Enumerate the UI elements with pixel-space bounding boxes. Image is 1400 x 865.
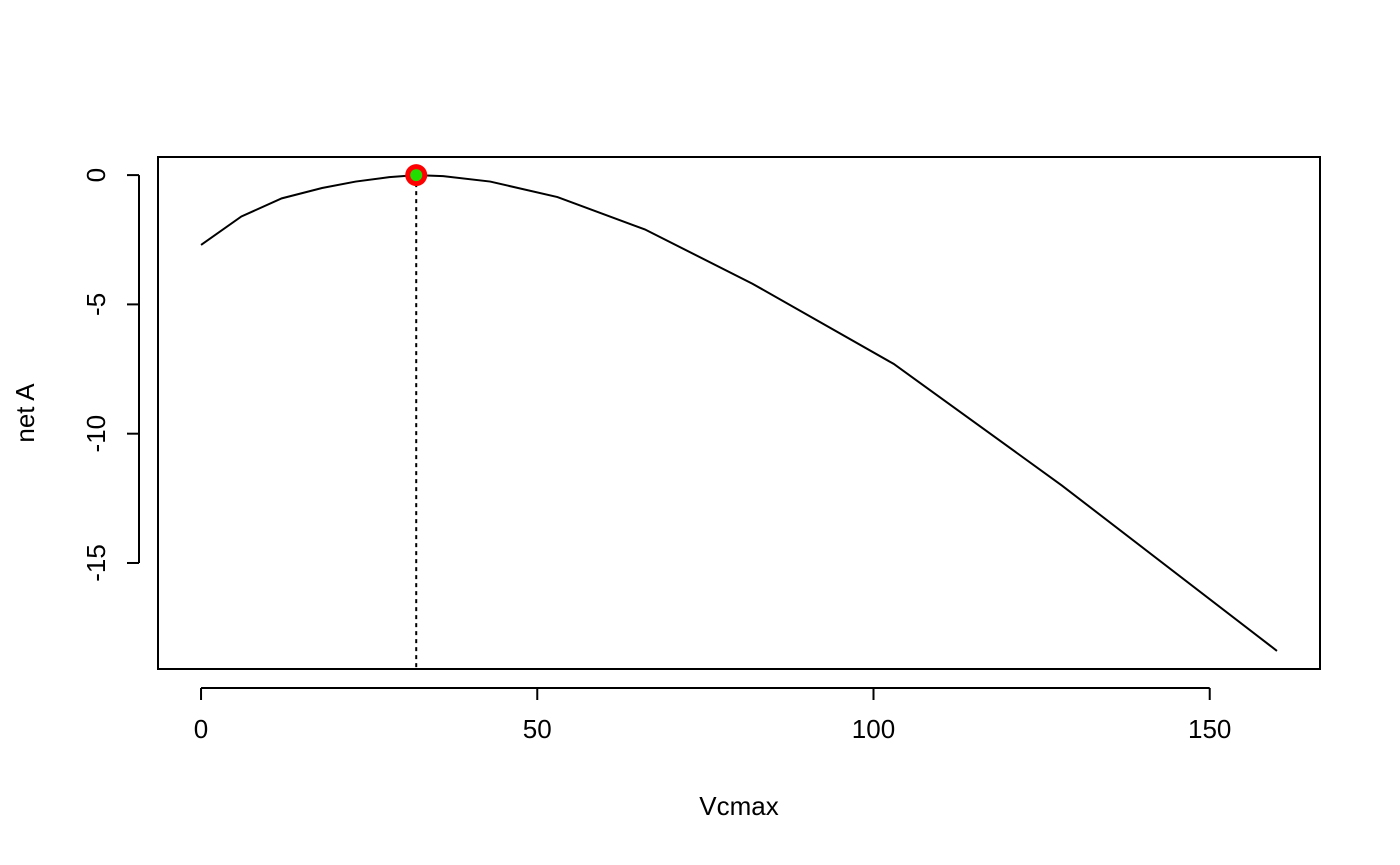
optimum-marker-inner [410,169,423,182]
y-axis: 0 -5 -10 -15 [81,168,140,582]
series-line [200,174,1278,652]
y-tick-label: -10 [81,415,111,453]
x-tick-label: 50 [523,714,552,744]
y-tick-label: 0 [81,168,111,182]
x-axis: 0 50 100 150 [194,687,1231,744]
x-tick-label: 100 [852,714,895,744]
y-tick-label: -5 [81,293,111,316]
x-tick-label: 0 [194,714,208,744]
x-axis-title: Vcmax [699,791,778,821]
x-tick-label: 150 [1188,714,1231,744]
y-tick-label: -15 [81,544,111,582]
y-axis-title: net A [10,383,40,443]
plot-frame [157,156,1321,670]
